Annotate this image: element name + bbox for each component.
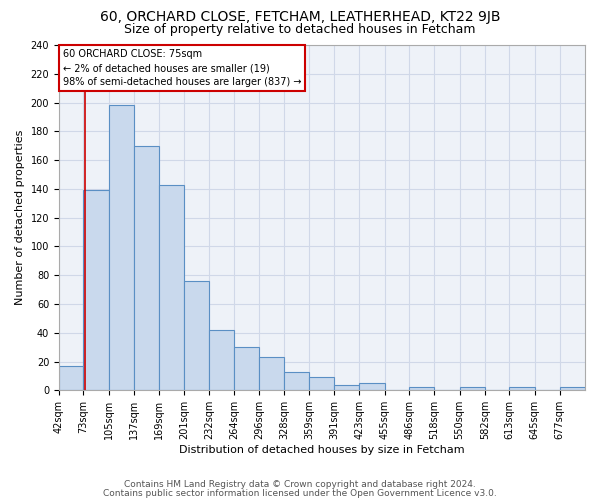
Bar — [284, 372, 309, 390]
Bar — [560, 388, 585, 390]
Bar — [184, 281, 209, 390]
X-axis label: Distribution of detached houses by size in Fetcham: Distribution of detached houses by size … — [179, 445, 465, 455]
Text: Size of property relative to detached houses in Fetcham: Size of property relative to detached ho… — [124, 22, 476, 36]
Y-axis label: Number of detached properties: Number of detached properties — [15, 130, 25, 306]
Bar — [509, 388, 535, 390]
Bar — [359, 383, 385, 390]
Bar — [59, 366, 83, 390]
Bar — [109, 106, 134, 391]
Text: Contains public sector information licensed under the Open Government Licence v3: Contains public sector information licen… — [103, 488, 497, 498]
Bar — [409, 388, 434, 390]
Bar — [234, 347, 259, 391]
Bar — [209, 330, 234, 390]
Text: 60, ORCHARD CLOSE, FETCHAM, LEATHERHEAD, KT22 9JB: 60, ORCHARD CLOSE, FETCHAM, LEATHERHEAD,… — [100, 10, 500, 24]
Bar — [159, 184, 184, 390]
Bar — [334, 384, 359, 390]
Bar — [134, 146, 159, 390]
Text: 60 ORCHARD CLOSE: 75sqm
← 2% of detached houses are smaller (19)
98% of semi-det: 60 ORCHARD CLOSE: 75sqm ← 2% of detached… — [63, 50, 301, 88]
Bar — [83, 190, 109, 390]
Bar — [309, 378, 334, 390]
Bar — [259, 358, 284, 390]
Bar — [460, 388, 485, 390]
Text: Contains HM Land Registry data © Crown copyright and database right 2024.: Contains HM Land Registry data © Crown c… — [124, 480, 476, 489]
